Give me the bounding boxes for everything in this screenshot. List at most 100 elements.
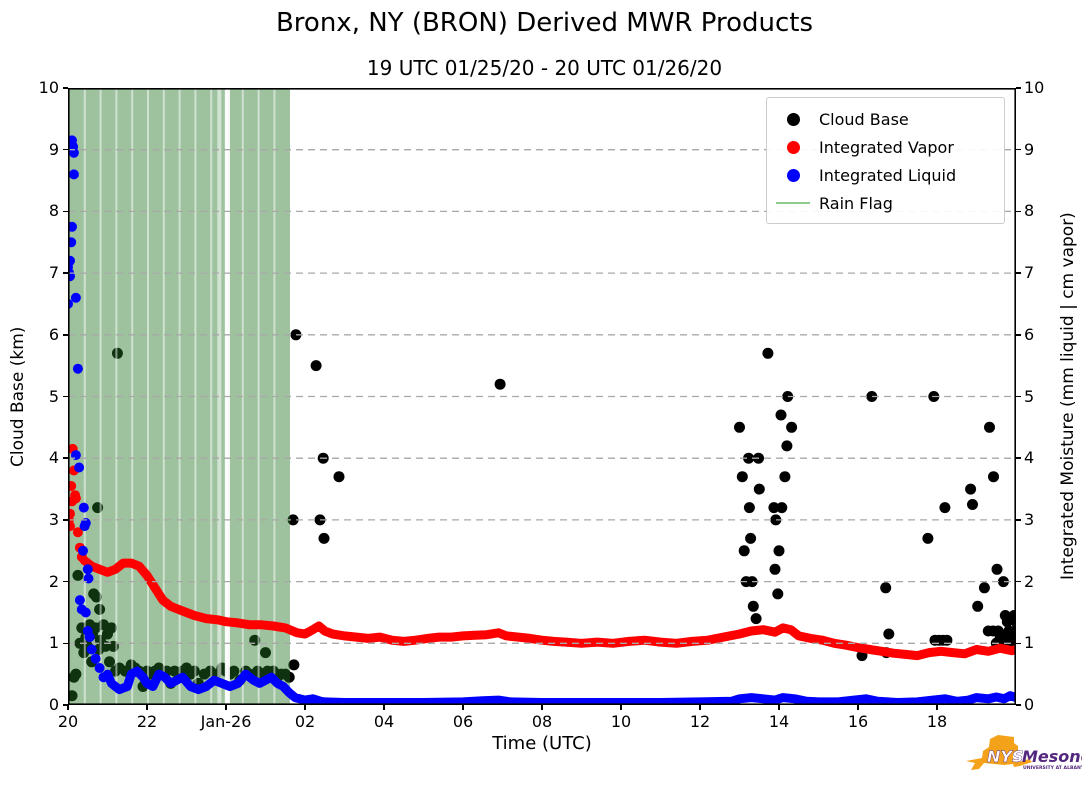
y-tick-label-right: 1 xyxy=(1024,633,1035,653)
cloud-base-point xyxy=(745,532,757,544)
y-tick-label-right: 5 xyxy=(1024,386,1035,406)
cloud-base-point xyxy=(880,582,892,594)
cloud-base-point xyxy=(768,502,780,514)
cloud-base-point xyxy=(991,563,1003,575)
y-tick-mark-right xyxy=(1016,642,1021,645)
integrated-liquid-point xyxy=(68,169,79,180)
y-tick-label-right: 4 xyxy=(1024,448,1035,468)
cloud-base-point xyxy=(866,391,878,402)
rain-flag-stripe xyxy=(99,88,102,705)
cloud-base-point xyxy=(738,545,750,557)
chart-title: Bronx, NY (BRON) Derived MWR Products xyxy=(275,8,814,38)
x-tick-label: 06 xyxy=(452,712,474,731)
cloud-base-point xyxy=(318,532,330,544)
cloud-base-point xyxy=(773,545,785,557)
cloud-base-point xyxy=(967,499,978,510)
y-tick-label-left: 1 xyxy=(48,633,59,653)
cloud-base-point xyxy=(743,502,755,514)
cloud-base-point xyxy=(775,409,787,421)
y-tick-mark-right xyxy=(1016,580,1021,583)
y-tick-mark-right xyxy=(1016,519,1021,521)
plot-canvas xyxy=(63,88,1022,707)
cloud-base-point xyxy=(260,647,271,659)
y-tick-mark-left xyxy=(63,334,68,336)
y-tick-label-left: 4 xyxy=(48,448,59,468)
x-tick-mark xyxy=(936,705,938,710)
y-tick-label-right: 10 xyxy=(1024,78,1045,97)
legend-item-cloud-base: Cloud Base xyxy=(767,105,1004,133)
x-tick-label: 04 xyxy=(373,712,395,731)
y-tick-mark-left xyxy=(63,272,68,274)
y-tick-mark-right xyxy=(1016,457,1021,459)
cloud-base-point xyxy=(333,471,345,483)
cloud-base-point xyxy=(750,613,762,625)
integrated-liquid-point xyxy=(74,595,85,606)
integrated-liquid-point xyxy=(80,607,91,618)
x-tick-label: 14 xyxy=(768,712,790,731)
cloud-base-point xyxy=(770,514,782,526)
cloud-base-point xyxy=(287,514,299,526)
chart-subtitle: 19 UTC 01/25/20 - 20 UTC 01/26/20 xyxy=(366,56,723,80)
cloud-base-point xyxy=(283,671,295,683)
legend-item-rain-flag: Rain Flag xyxy=(767,189,1004,217)
integrated-liquid-line xyxy=(103,666,1021,707)
logo-tagline-text: UNIVERSITY AT ALBANY xyxy=(1023,765,1082,771)
y-tick-label-right: 9 xyxy=(1024,139,1035,159)
cloud-base-point xyxy=(762,347,774,359)
new-york-state-icon xyxy=(966,735,1032,770)
y-tick-label-left: 6 xyxy=(48,324,59,344)
integrated-liquid-point xyxy=(79,521,90,532)
x-tick-label: 02 xyxy=(294,712,316,731)
x-tick-mark xyxy=(67,705,69,710)
cloud-base-point xyxy=(94,603,106,615)
y-tick-label-right: 6 xyxy=(1024,324,1035,344)
integrated-liquid-point xyxy=(78,545,88,556)
cloud-base-point xyxy=(781,440,793,452)
y-tick-mark-left xyxy=(63,395,68,398)
x-tick-label: 12 xyxy=(689,712,711,731)
rain-flag-stripe xyxy=(217,88,222,705)
integrated-vapor-point xyxy=(65,508,75,519)
y-tick-label-right: 8 xyxy=(1024,201,1035,221)
x-tick-label: 22 xyxy=(136,712,158,731)
y-tick-label-right: 7 xyxy=(1024,263,1035,283)
logo-nys-text: NYS xyxy=(987,747,1024,766)
y-tick-mark-left xyxy=(63,642,68,645)
cloud-base-point xyxy=(228,665,240,677)
cloud-base-point xyxy=(984,421,995,433)
cloud-base-point xyxy=(106,622,117,634)
cloud-base-point xyxy=(290,329,302,341)
cloud-base-point xyxy=(972,600,984,612)
plot-area xyxy=(63,88,1022,707)
integrated-liquid-point xyxy=(86,644,97,655)
cloud-base-point xyxy=(736,471,748,483)
y-tick-mark-right xyxy=(1016,395,1021,398)
y-tick-label-left: 9 xyxy=(48,139,59,159)
cloud-base-point xyxy=(965,483,977,495)
cloud-base-point xyxy=(310,360,322,372)
x-tick-mark xyxy=(857,705,859,710)
cloud-base-point xyxy=(747,600,759,612)
integrated-vapor-marker-icon xyxy=(786,140,800,154)
cloud-base-point xyxy=(779,471,791,483)
cloud-base-point xyxy=(753,483,765,495)
cloud-base-point xyxy=(104,656,115,668)
x-tick-mark xyxy=(699,705,701,710)
integrated-liquid-point xyxy=(94,663,105,673)
integrated-liquid-point xyxy=(70,292,81,303)
integrated-liquid-point xyxy=(72,363,83,374)
nys-mesonet-logo: NYS Mesonet UNIVERSITY AT ALBANY xyxy=(966,735,1082,771)
cloud-base-point xyxy=(782,391,794,402)
y-tick-mark-left xyxy=(63,210,68,213)
rain-flag-stripe xyxy=(162,88,165,705)
x-tick-mark xyxy=(225,705,227,710)
y-tick-mark-right xyxy=(1016,272,1021,274)
cloud-base-point xyxy=(734,421,745,433)
legend-label-rain-flag: Rain Flag xyxy=(819,193,893,213)
x-tick-mark xyxy=(304,705,306,710)
plot-border xyxy=(68,88,1017,706)
integrated-liquid-marker-icon xyxy=(786,168,800,182)
y-tick-mark-left xyxy=(63,519,68,521)
cloud-base-point xyxy=(769,563,781,575)
